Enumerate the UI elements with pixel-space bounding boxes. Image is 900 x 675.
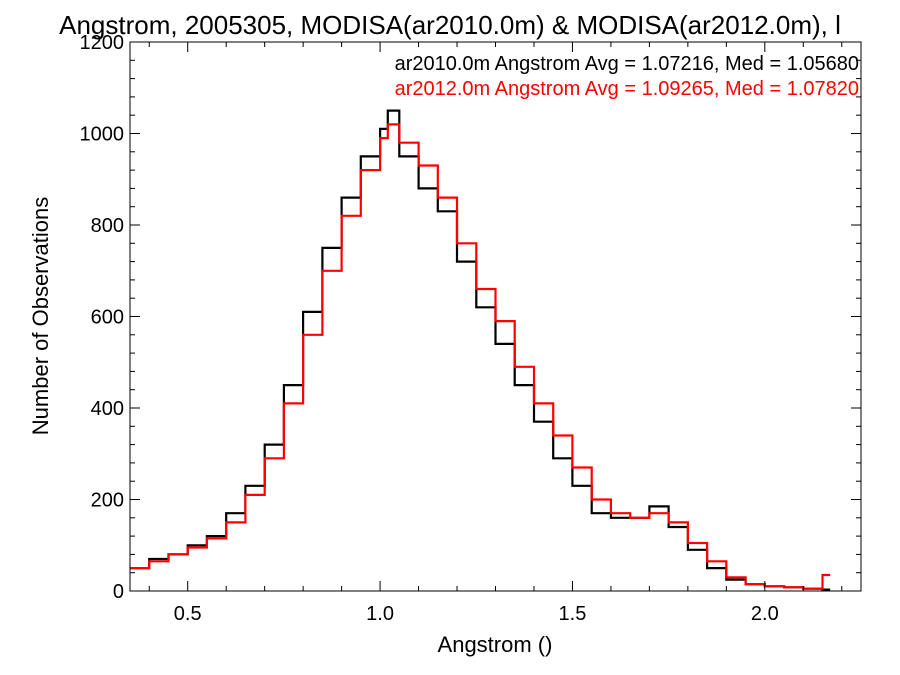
x-tick-label: 1.0: [366, 603, 394, 625]
y-tick-label: 800: [91, 215, 124, 237]
x-axis-label: Angstrom (): [438, 632, 553, 657]
x-tick-label: 0.5: [174, 603, 202, 625]
y-tick-label: 1200: [80, 32, 125, 54]
x-tick-label: 1.5: [559, 603, 587, 625]
legend-entry-1: ar2010.0m Angstrom Avg = 1.07216, Med = …: [395, 53, 859, 75]
y-tick-label: 200: [91, 490, 124, 512]
series-layer: [130, 109, 831, 591]
axis-layer: 0.5 1.0 1.5 2.0 0 200 400 600 800 1000 1200: [80, 32, 861, 625]
x-tick-label: 2.0: [751, 603, 779, 625]
y-tick-label: 1000: [80, 124, 125, 146]
y-tick-label: 400: [91, 398, 124, 420]
chart-title: Angstrom, 2005305, MODISA(ar2010.0m) & M…: [59, 10, 841, 40]
y-tick-label: 0: [113, 581, 124, 603]
series-line-1: [130, 109, 831, 591]
y-axis-label: Number of Observations: [28, 197, 53, 435]
series-line-2: [130, 123, 831, 590]
y-tick-label: 600: [91, 307, 124, 329]
legend: ar2010.0m Angstrom Avg = 1.07216, Med = …: [395, 53, 859, 100]
legend-entry-2: ar2012.0m Angstrom Avg = 1.09265, Med = …: [395, 78, 859, 100]
